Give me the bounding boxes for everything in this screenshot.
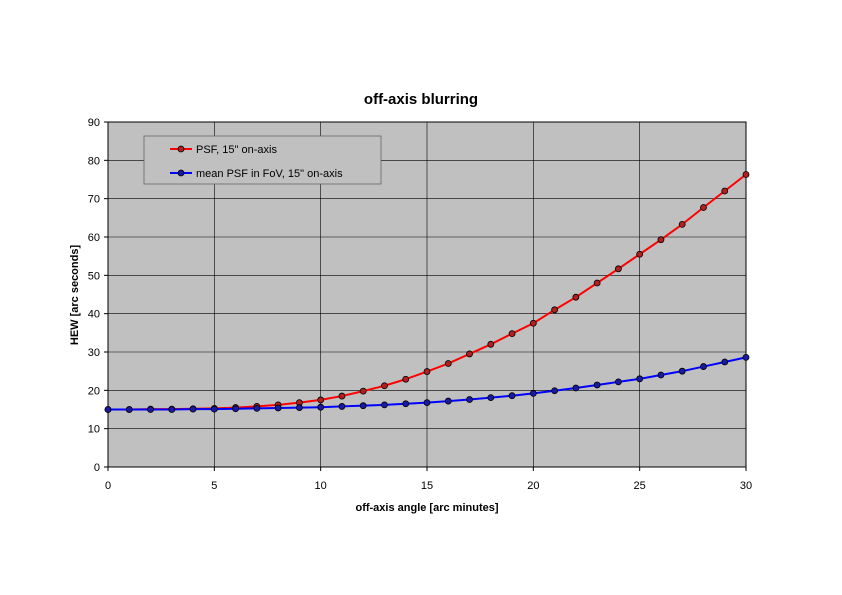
y-tick-label: 90 [88,117,100,129]
data-point [466,396,473,403]
legend-entry-label: mean PSF in FoV, 15" on-axis [196,168,343,180]
data-point [721,358,729,366]
y-axis-label: HEW [arc seconds] [69,245,81,346]
data-point [487,340,495,348]
data-point [125,406,133,413]
data-point [381,401,388,409]
data-point [529,319,537,327]
series-2 [104,353,750,413]
x-tick-label: 20 [527,480,539,492]
data-point [678,367,686,375]
data-point [593,279,601,287]
data-point [657,371,665,379]
data-point [423,399,431,407]
data-point [444,397,452,405]
data-point [615,378,622,386]
data-point [551,306,558,314]
data-point [317,396,325,404]
y-tick-label: 20 [88,385,100,397]
data-point [700,363,707,370]
x-tick-label: 25 [634,480,646,492]
y-tick-label: 40 [88,309,100,321]
x-tick-label: 0 [105,480,111,492]
data-point [593,381,601,389]
legend-swatch-marker [177,145,185,153]
y-tick-label: 70 [88,194,100,206]
y-tick-label: 80 [88,155,100,167]
data-point [189,405,197,413]
data-point [253,404,261,412]
legend-entry-label: PSF, 15" on-axis [196,144,277,156]
data-point [232,405,240,413]
data-point [104,406,112,413]
data-point [338,403,346,410]
data-point [295,404,303,411]
data-point [657,236,665,244]
x-tick-label: 30 [740,480,752,492]
data-point [423,368,431,375]
data-point [147,406,154,413]
data-point [359,387,367,395]
data-point [721,187,729,195]
data-point [572,293,580,301]
x-tick-label: 15 [421,480,433,492]
data-point [210,405,218,413]
data-point [168,406,176,413]
data-point [359,402,367,410]
x-tick-label: 5 [211,480,217,492]
data-point [572,384,580,392]
data-point [317,403,325,411]
data-point [274,404,282,412]
x-axis-label: off-axis angle [arc minutes] [355,502,498,514]
data-point [742,171,750,178]
data-point [636,250,644,258]
data-point [678,220,686,228]
data-point [615,265,622,273]
data-point [402,400,410,408]
x-tick-label: 10 [315,480,327,492]
data-point [700,204,707,211]
y-tick-label: 60 [88,232,100,244]
data-point [742,353,750,361]
data-point [529,389,537,397]
data-point [466,350,473,358]
data-point [487,394,495,402]
y-tick-label: 0 [94,462,100,474]
legend-box [143,135,382,185]
y-tick-label: 10 [88,424,100,436]
data-point [508,330,516,338]
data-point [551,387,558,395]
data-point [508,392,516,400]
data-point [444,360,452,367]
y-tick-label: 30 [88,347,100,359]
data-point [338,392,346,400]
data-point [636,375,644,383]
chart-title: off-axis blurring [364,91,478,108]
data-point [381,382,388,390]
legend-swatch-marker [177,169,185,177]
y-tick-label: 50 [88,270,100,282]
data-point [402,375,410,383]
